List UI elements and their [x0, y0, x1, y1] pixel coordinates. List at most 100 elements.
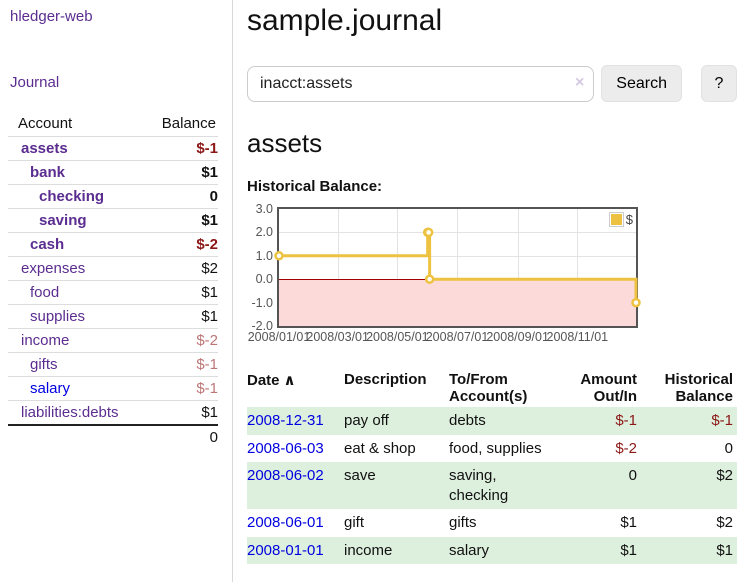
- x-gridline: [397, 209, 399, 326]
- transaction-balance: $2: [641, 462, 737, 509]
- transaction-accounts: saving, checking: [449, 462, 561, 509]
- transaction-date: 2008-12-31: [247, 407, 344, 435]
- transaction-row: 2008-06-02 save saving, checking 0 $2: [247, 462, 737, 509]
- account-balance: $2: [139, 256, 218, 281]
- account-row: cash $-2: [8, 232, 218, 257]
- accounts-total-row: 0: [8, 424, 218, 449]
- account-balance: $-1: [139, 352, 218, 377]
- account-balance: $1: [139, 400, 218, 425]
- account-link[interactable]: supplies: [8, 304, 140, 329]
- transaction-date-link[interactable]: 2008-06-02: [247, 467, 324, 484]
- date-column-header[interactable]: Date ∧: [247, 372, 296, 389]
- data-point-marker: [424, 274, 435, 284]
- account-link[interactable]: salary: [8, 376, 140, 401]
- chart-plot-area: $: [274, 207, 641, 328]
- y-tick-label: -2.0: [251, 319, 273, 333]
- account-link[interactable]: checking: [8, 184, 140, 209]
- register-table: Date ∧ Description To/From Account(s) Amo…: [247, 369, 737, 564]
- y-tick-label: -1.0: [251, 295, 273, 310]
- legend-label: $: [625, 212, 633, 227]
- chart-x-axis: 2008/01/01 2008/03/01 2008/05/01 2008/07/01…: [247, 330, 742, 347]
- x-gridline: [517, 209, 519, 326]
- chart-y-axis: 3.0 2.0 1.0 0.0 -1.0 -2.0: [247, 202, 277, 333]
- accounts-total-value: 0: [139, 424, 218, 449]
- account-row: assets $-1: [8, 136, 218, 161]
- negative-balance-region: [279, 279, 636, 326]
- transaction-accounts: salary: [449, 536, 561, 564]
- transaction-date-link[interactable]: 2008-01-01: [247, 541, 324, 559]
- data-point-marker: [423, 227, 434, 238]
- transaction-date: 2008-06-02: [247, 462, 344, 509]
- x-tick-label: 2008/11/01: [546, 330, 609, 344]
- help-button[interactable]: ?: [701, 65, 737, 102]
- y-tick-label: 2.0: [255, 225, 273, 240]
- account-link[interactable]: gifts: [8, 352, 140, 377]
- accounts-total-spacer: [8, 424, 140, 449]
- x-tick-label: 2008/01/01: [247, 330, 311, 344]
- account-link[interactable]: cash: [8, 232, 140, 257]
- y-tick-label: 1.0: [255, 248, 273, 263]
- transaction-date-link[interactable]: 2008-06-01: [247, 514, 324, 531]
- account-balance: $1: [139, 208, 218, 233]
- x-tick-label: 2008/03/01: [306, 330, 369, 344]
- transaction-date-link[interactable]: 2008-12-31: [247, 412, 324, 429]
- balance-chart: 3.0 2.0 1.0 0.0 -1.0 -2.0 $ 2008/01/01 2008/03…: [247, 202, 742, 347]
- account-row: expenses $2: [8, 256, 218, 281]
- search-button[interactable]: Search: [601, 65, 682, 102]
- account-link[interactable]: liabilities:debts: [8, 400, 140, 425]
- account-column-header: Account: [18, 115, 73, 132]
- transaction-amount: $1: [561, 536, 641, 564]
- chart-legend: $: [608, 212, 633, 227]
- clear-search-icon[interactable]: ×: [574, 73, 585, 91]
- account-balance: $1: [139, 160, 218, 185]
- account-link[interactable]: income: [8, 328, 140, 353]
- description-column-header: Description: [344, 371, 427, 388]
- transaction-amount: $1: [620, 514, 637, 531]
- sidebar: hledger-web Journal Account Balance asse…: [0, 0, 233, 582]
- account-link[interactable]: expenses: [8, 256, 140, 281]
- account-row: bank $1: [8, 160, 218, 185]
- transaction-row: 2008-06-01 gift gifts $1 $2: [247, 509, 737, 537]
- account-row: income $-2: [8, 328, 218, 353]
- data-point-marker: [631, 297, 641, 308]
- transaction-balance: $1: [641, 536, 737, 564]
- transaction-row: 2008-01-01 income salary $1 $1: [247, 536, 737, 564]
- balance-column-header-main: Historical Balance: [664, 371, 733, 405]
- account-balance: $-2: [139, 232, 218, 257]
- accounts-table-body: assets $-1 bank $1 checking 0 saving $1 cash $-2 e…: [8, 136, 218, 425]
- transaction-amount: $-2: [615, 439, 637, 457]
- account-link[interactable]: bank: [8, 160, 140, 185]
- account-balance: $1: [139, 280, 218, 305]
- sort-asc-icon: ∧: [283, 372, 296, 389]
- balance-line: [274, 227, 641, 308]
- y-tick-label: 3.0: [255, 202, 273, 216]
- transaction-balance: 0: [724, 439, 733, 457]
- accounts-table: Account Balance assets $-1 bank $1 checking 0…: [8, 112, 218, 449]
- x-gridline: [337, 209, 339, 326]
- balance-column-header: Balance: [161, 115, 216, 132]
- transaction-date-link[interactable]: 2008-06-03: [247, 439, 324, 457]
- account-link[interactable]: saving: [8, 208, 140, 233]
- transaction-description: eat & shop: [344, 439, 416, 457]
- account-row: checking 0: [8, 184, 218, 209]
- account-balance: $-1: [139, 136, 218, 161]
- legend-swatch-icon: [608, 212, 624, 227]
- search-input[interactable]: [247, 65, 595, 102]
- account-row: saving $1: [8, 208, 218, 233]
- brand-link[interactable]: hledger-web: [10, 8, 93, 25]
- sidebar-item-journal[interactable]: Journal: [10, 74, 60, 91]
- account-row: salary $-1: [8, 376, 218, 401]
- transaction-date: 2008-06-01: [247, 509, 344, 537]
- account-heading: assets: [247, 128, 323, 158]
- account-link[interactable]: assets: [8, 136, 140, 161]
- account-link[interactable]: food: [8, 280, 140, 305]
- transaction-date: 2008-01-01: [247, 536, 344, 564]
- register-header-row: Date ∧ Description To/From Account(s) Amo…: [247, 369, 737, 407]
- amount-column-header: Amount Out/In: [580, 371, 637, 405]
- transaction-accounts: food, supplies: [449, 439, 542, 457]
- search-form: × Search ?: [247, 65, 737, 102]
- transaction-date: 2008-06-03: [247, 435, 344, 463]
- account-row: supplies $1: [8, 304, 218, 329]
- chart-label: Historical Balance:: [247, 178, 383, 195]
- x-tick-label: 2008/05/01: [366, 330, 429, 344]
